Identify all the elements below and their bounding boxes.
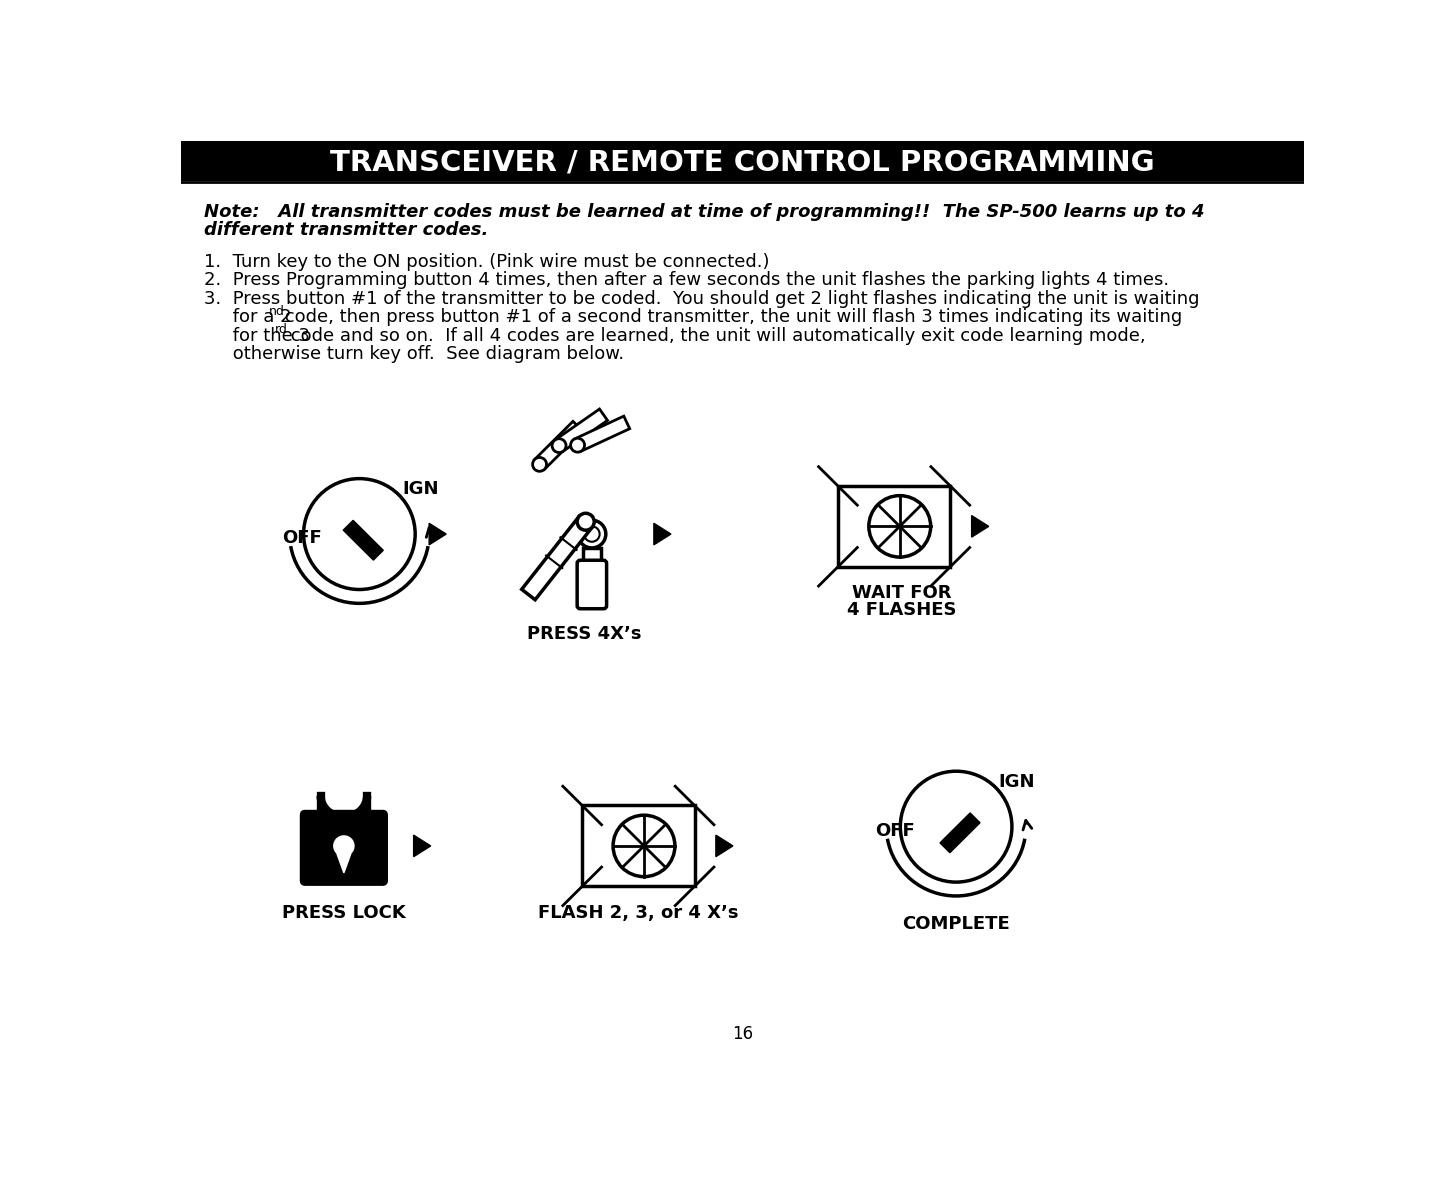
Bar (582, 806, 694, 886)
Text: rd: rd (275, 323, 288, 336)
Circle shape (584, 527, 600, 542)
Text: OFF: OFF (875, 821, 914, 840)
Polygon shape (368, 544, 378, 555)
Circle shape (869, 496, 930, 557)
FancyBboxPatch shape (300, 810, 387, 885)
Text: code and so on.  If all 4 codes are learned, the unit will automatically exit co: code and so on. If all 4 codes are learn… (285, 327, 1146, 345)
Polygon shape (343, 521, 383, 560)
Text: 4 FLASHES: 4 FLASHES (848, 601, 956, 620)
Polygon shape (653, 523, 671, 545)
Polygon shape (522, 516, 593, 600)
FancyBboxPatch shape (577, 561, 607, 609)
Text: 2.  Press Programming button 4 times, then after a few seconds the unit flashes : 2. Press Programming button 4 times, the… (204, 271, 1169, 290)
Text: FLASH 2, 3, or 4 X’s: FLASH 2, 3, or 4 X’s (538, 904, 739, 921)
Text: for the 3: for the 3 (204, 327, 310, 345)
Text: PRESS 4X’s: PRESS 4X’s (527, 624, 642, 643)
Polygon shape (555, 409, 607, 451)
Text: otherwise turn key off.  See diagram below.: otherwise turn key off. See diagram belo… (204, 345, 625, 363)
Text: for a 2: for a 2 (204, 309, 293, 326)
Text: nd: nd (268, 305, 284, 318)
Text: IGN: IGN (998, 773, 1035, 790)
Bar (181, 141, 1304, 181)
Circle shape (613, 815, 675, 876)
Text: WAIT FOR: WAIT FOR (852, 584, 952, 602)
Circle shape (333, 836, 354, 856)
Circle shape (578, 521, 606, 548)
Circle shape (571, 438, 584, 452)
Polygon shape (716, 835, 733, 856)
Bar (838, 487, 951, 567)
Text: different transmitter codes.: different transmitter codes. (204, 221, 488, 239)
Text: 3.  Press button #1 of the transmitter to be coded.  You should get 2 light flas: 3. Press button #1 of the transmitter to… (204, 290, 1200, 307)
Polygon shape (338, 854, 351, 873)
Polygon shape (429, 523, 446, 545)
Text: 16: 16 (732, 1025, 753, 1044)
Text: 1.  Turn key to the ON position. (Pink wire must be connected.): 1. Turn key to the ON position. (Pink wi… (204, 253, 769, 271)
Circle shape (304, 478, 416, 589)
Circle shape (900, 772, 1011, 882)
Text: Note:   All transmitter codes must be learned at time of programming!!  The SP-5: Note: All transmitter codes must be lear… (204, 203, 1206, 221)
Polygon shape (535, 422, 582, 469)
Text: COMPLETE: COMPLETE (903, 915, 1010, 933)
Polygon shape (972, 516, 988, 537)
Text: PRESS LOCK: PRESS LOCK (283, 904, 406, 921)
Polygon shape (575, 416, 630, 451)
Circle shape (533, 457, 546, 471)
Circle shape (552, 438, 567, 452)
Circle shape (577, 514, 594, 530)
Polygon shape (413, 835, 430, 856)
Text: TRANSCEIVER / REMOTE CONTROL PROGRAMMING: TRANSCEIVER / REMOTE CONTROL PROGRAMMING (330, 148, 1155, 177)
Bar (582, 548, 601, 563)
Polygon shape (964, 818, 975, 829)
Text: IGN: IGN (401, 481, 439, 498)
Polygon shape (940, 813, 980, 853)
Text: OFF: OFF (283, 529, 322, 547)
Text: code, then press button #1 of a second transmitter, the unit will flash 3 times : code, then press button #1 of a second t… (278, 309, 1182, 326)
